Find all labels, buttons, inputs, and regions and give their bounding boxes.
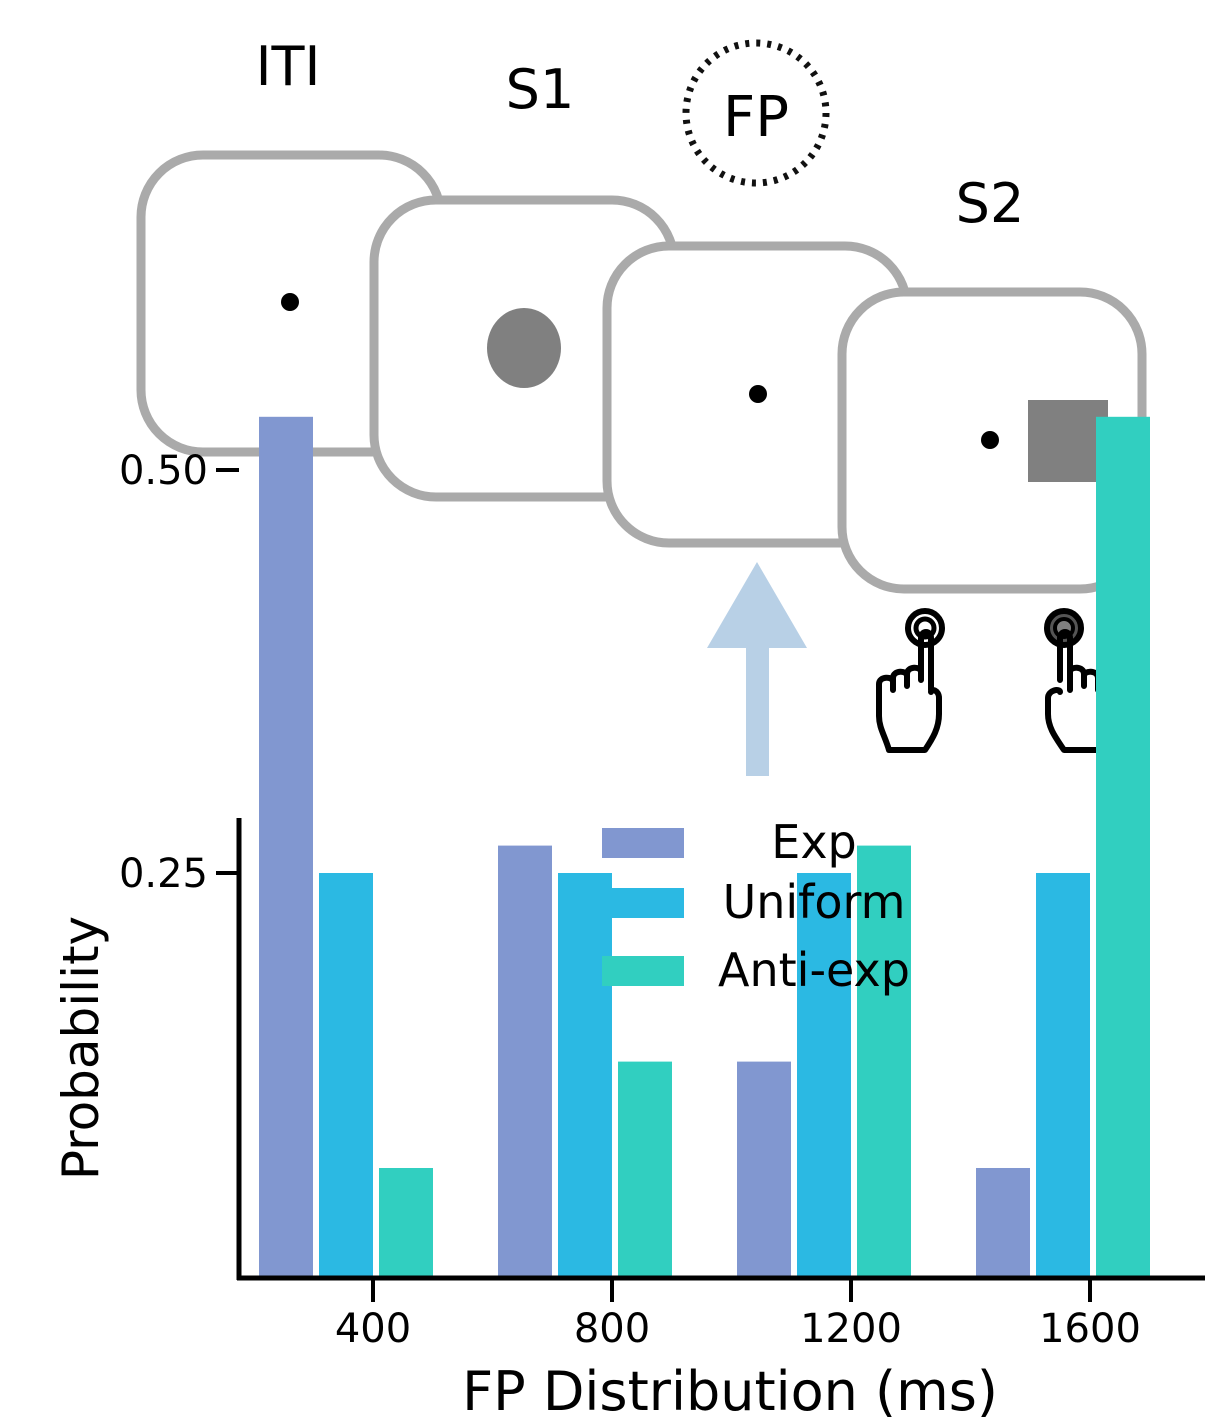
legend-label-anti-exp: Anti-exp <box>718 943 910 997</box>
x-tick-label: 800 <box>574 1306 650 1352</box>
bar-anti-exp-400 <box>379 1167 433 1276</box>
bar-anti-exp-800 <box>618 1061 672 1276</box>
legend-label-exp: Exp <box>771 815 857 869</box>
y-ticks-group: 0.25 0.50 <box>119 448 239 897</box>
gray-square-stimulus <box>1028 400 1108 482</box>
bar-anti-exp-1200 <box>857 845 911 1276</box>
x-ticks-group: 400 800 1200 1600 <box>335 1278 1141 1352</box>
fixation-dot <box>281 293 299 311</box>
bar-uniform-800 <box>558 873 612 1276</box>
gray-circle-stimulus <box>487 308 561 388</box>
legend-swatch-uniform <box>602 888 684 918</box>
fixation-dot <box>749 385 767 403</box>
pointing-hand-icon <box>1044 608 1115 753</box>
label-fp: FP <box>723 85 789 150</box>
y-tick-label: 0.50 <box>119 448 208 494</box>
legend-label-uniform: Uniform <box>723 875 906 929</box>
y-tick-label: 0.25 <box>119 851 208 897</box>
bar-uniform-400 <box>319 873 373 1276</box>
bar-uniform-1200 <box>797 873 851 1276</box>
bar-anti-exp-1600 <box>1096 416 1150 1277</box>
bar-exp-800 <box>498 845 552 1276</box>
x-tick-label: 400 <box>335 1306 411 1352</box>
left-response-hand <box>876 608 945 753</box>
fp-distribution-chart: 0.25 0.50 400 800 1200 1600 FP Distribution … <box>52 416 1205 1421</box>
fp-dotted-circle <box>682 39 830 187</box>
task-schematic: ITI S1 S2 FP <box>136 35 1147 776</box>
bar-exp-1600 <box>976 1167 1030 1276</box>
bars-group <box>259 416 1150 1277</box>
y-axis-label: Probability <box>52 916 110 1180</box>
right-response-hand <box>1044 608 1115 753</box>
label-s2: S2 <box>956 172 1025 235</box>
bar-exp-400 <box>259 416 313 1277</box>
label-iti: ITI <box>256 35 321 98</box>
x-tick-label: 1200 <box>800 1306 902 1352</box>
up-arrow <box>707 562 807 776</box>
legend-swatch-anti-exp <box>602 956 684 986</box>
x-tick-label: 1600 <box>1039 1306 1141 1352</box>
x-axis-label: FP Distribution (ms) <box>462 1360 998 1421</box>
pointing-hand-icon <box>876 608 945 753</box>
screen-s1 <box>369 195 679 502</box>
legend-swatch-exp <box>602 828 684 858</box>
fixation-dot <box>981 431 999 449</box>
chart-legend: Exp Uniform Anti-exp <box>602 815 910 997</box>
bar-uniform-1600 <box>1036 873 1090 1276</box>
bar-exp-1200 <box>737 1061 791 1276</box>
label-s1: S1 <box>506 58 575 121</box>
